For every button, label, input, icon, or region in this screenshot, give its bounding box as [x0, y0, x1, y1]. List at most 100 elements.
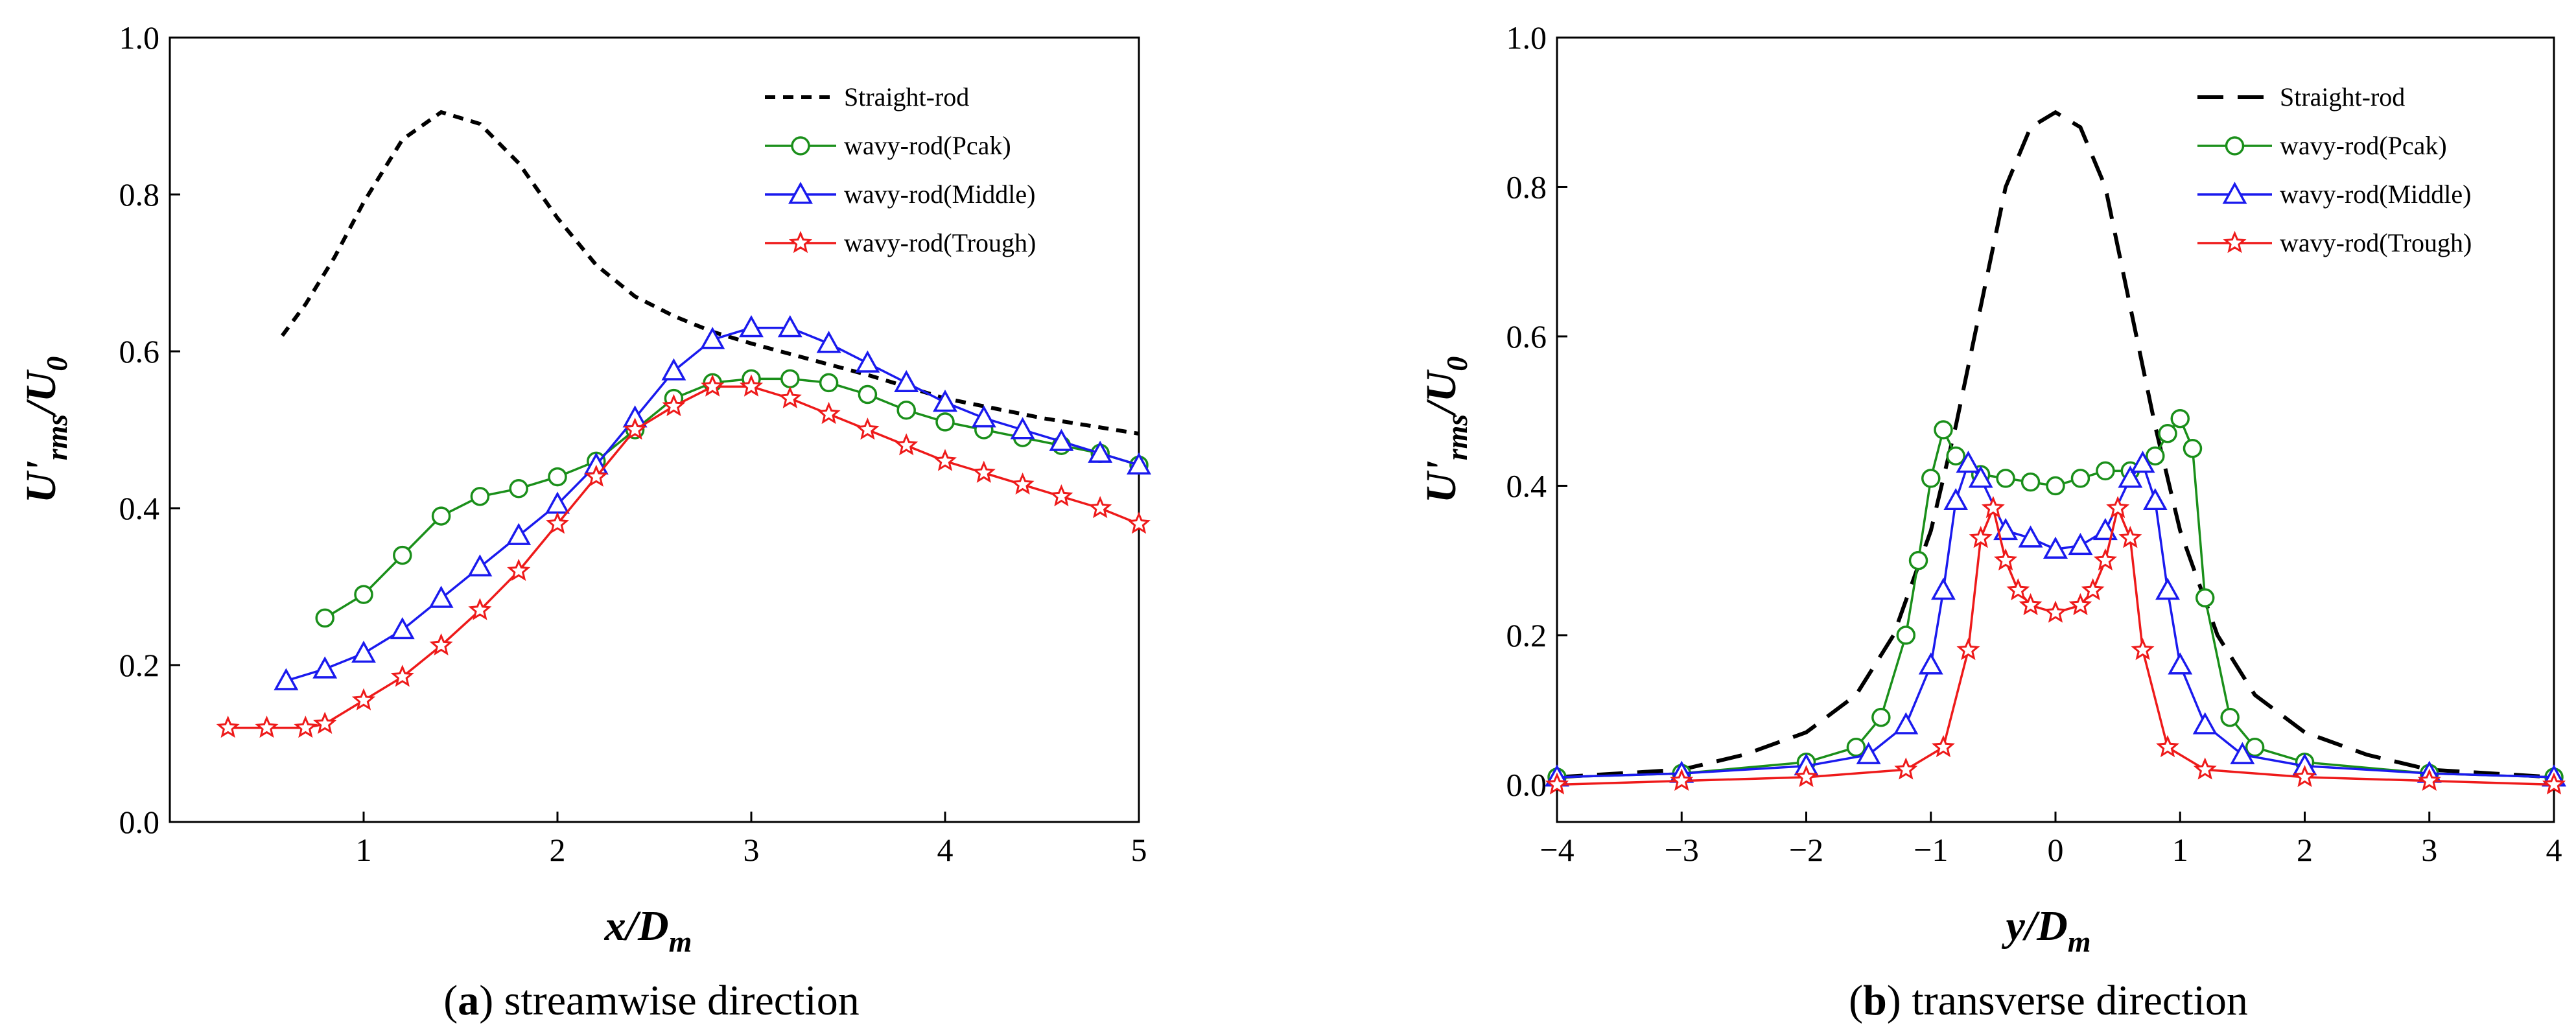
data-point — [739, 315, 764, 338]
data-point — [351, 640, 376, 663]
data-point — [509, 479, 528, 498]
y-tick-label: 0.4 — [1506, 467, 1547, 504]
data-point — [739, 374, 764, 397]
data-point — [623, 417, 647, 440]
data-point — [2106, 496, 2130, 519]
y-tick-label: 0.2 — [1506, 617, 1547, 653]
data-point — [896, 401, 916, 420]
data-point — [1896, 626, 1916, 645]
data-point — [470, 487, 490, 506]
data-point — [315, 608, 334, 628]
data-point — [2146, 446, 2165, 466]
data-point — [2118, 526, 2142, 548]
data-point — [506, 522, 532, 545]
data-point — [274, 668, 299, 690]
x-tick-label: 4 — [2546, 832, 2562, 868]
legend-marker — [788, 182, 813, 204]
y-tick-label: 0.0 — [1506, 766, 1547, 803]
x-tick-label: 3 — [744, 832, 760, 868]
data-point — [1968, 465, 1993, 488]
x-tick-label: 0 — [2048, 832, 2064, 868]
data-point — [1908, 550, 1928, 570]
data-point — [2220, 707, 2240, 727]
legend-label: wavy-rod(Pcak) — [844, 131, 1011, 160]
data-point — [2068, 592, 2092, 616]
y-tick-label: 0.6 — [119, 333, 160, 369]
data-point — [2043, 600, 2068, 623]
series-line — [324, 377, 1140, 619]
data-point — [584, 464, 608, 487]
y-tick-label: 1.0 — [1506, 19, 1547, 56]
data-point — [777, 315, 802, 338]
data-point — [2230, 742, 2255, 764]
data-point — [507, 558, 531, 581]
data-point — [545, 511, 570, 534]
series-2 — [1545, 451, 2566, 787]
data-point — [2019, 592, 2043, 616]
data-point — [1088, 440, 1113, 463]
x-tick-label: 5 — [1131, 832, 1147, 868]
series-layer — [1545, 110, 2566, 795]
data-point — [313, 711, 337, 734]
data-point — [1127, 511, 1151, 534]
data-point — [1088, 496, 1112, 519]
data-point — [2130, 451, 2155, 473]
data-point — [2245, 738, 2265, 757]
y-axis-title: U'rms/U0 — [18, 357, 73, 504]
data-point — [2195, 588, 2215, 608]
data-point — [2155, 578, 2180, 600]
data-point — [1934, 420, 1953, 440]
data-point — [1545, 772, 1569, 795]
data-point — [1956, 451, 1981, 473]
caption: (b) transverse direction — [1849, 977, 2248, 1024]
data-point — [431, 506, 451, 526]
data-point — [2183, 439, 2203, 458]
series-line — [1556, 110, 2555, 779]
data-point — [468, 598, 492, 620]
data-point — [816, 331, 841, 353]
data-point — [2081, 578, 2105, 601]
data-point — [894, 369, 919, 392]
data-point — [661, 358, 686, 381]
legend-label: wavy-rod(Middle) — [844, 180, 1035, 209]
data-point — [2043, 536, 2068, 559]
data-point — [2096, 461, 2115, 481]
series-line — [228, 385, 1140, 729]
series-3 — [1545, 496, 2566, 795]
data-point — [428, 585, 454, 608]
data-point — [390, 616, 415, 640]
data-point — [855, 350, 880, 373]
data-point — [1670, 768, 1694, 791]
legend-label: Straight-rod — [2280, 82, 2405, 111]
data-point — [856, 417, 880, 440]
data-point — [294, 715, 318, 738]
data-point — [817, 401, 841, 425]
y-tick-label: 0.8 — [119, 176, 160, 213]
data-point — [1127, 452, 1151, 475]
data-point — [2018, 525, 2043, 548]
x-tick-label: 2 — [550, 832, 566, 868]
x-tick-label: −3 — [1665, 832, 1699, 868]
x-tick-label: 4 — [937, 832, 954, 868]
data-point — [1956, 638, 1980, 661]
x-axis-title: x/Dm — [604, 902, 692, 958]
legend-label: wavy-rod(Trough) — [844, 228, 1036, 257]
data-point — [933, 449, 957, 471]
data-point — [1049, 428, 1074, 451]
legend-marker — [791, 136, 810, 156]
data-point — [1921, 469, 1941, 488]
data-point — [2046, 476, 2065, 496]
legend-marker — [2225, 136, 2245, 156]
data-point — [2192, 712, 2218, 734]
data-point — [858, 384, 878, 405]
y-tick-label: 0.6 — [1506, 318, 1547, 355]
data-point — [972, 460, 996, 483]
data-point — [2093, 548, 2117, 570]
data-point — [1856, 742, 1881, 764]
legend-label: wavy-rod(Pcak) — [2280, 131, 2447, 160]
x-tick-label: 2 — [2297, 832, 2313, 868]
x-tick-label: −2 — [1789, 832, 1823, 868]
data-point — [2131, 638, 2155, 661]
data-point — [351, 688, 376, 710]
legend: Straight-rod wavy-rod(Pcak) wavy-rod(Middl… — [765, 82, 1036, 257]
